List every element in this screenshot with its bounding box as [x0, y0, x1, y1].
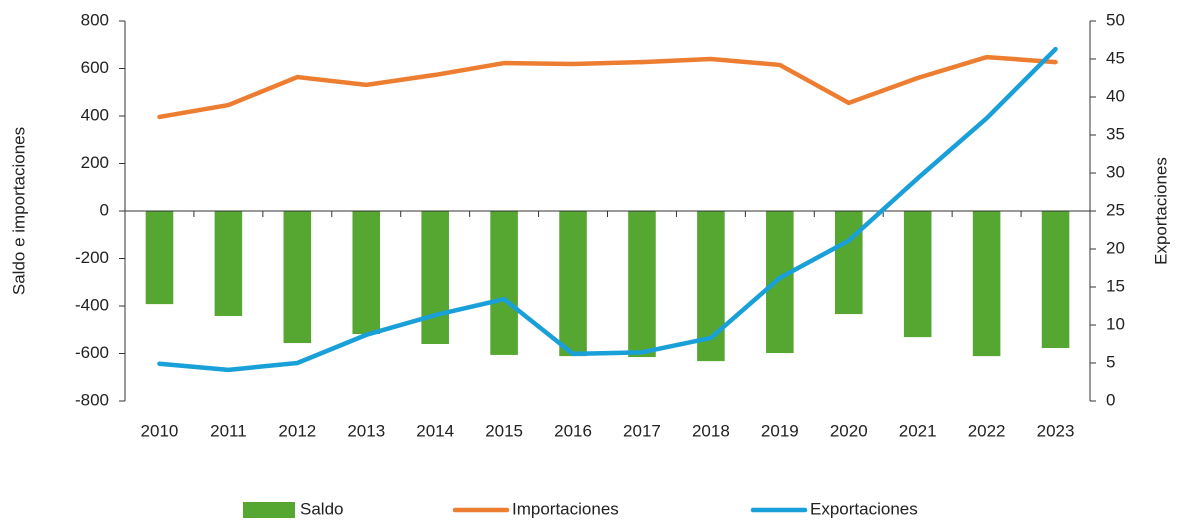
x-tick-label: 2018 [692, 421, 730, 440]
bar [352, 211, 381, 335]
y2-tick-label: 20 [1106, 238, 1125, 257]
y-tick-label: -800 [75, 390, 109, 409]
bar [834, 211, 863, 315]
legend-label: Saldo [300, 499, 343, 518]
y-tick-label: 600 [81, 58, 109, 77]
y2-tick-label: 30 [1106, 162, 1125, 181]
y-axis-title: Saldo e importaciones [9, 127, 28, 295]
bar [559, 211, 587, 357]
y2-tick-label: 40 [1106, 86, 1125, 105]
bar [1041, 211, 1070, 349]
y2-tick-label: 0 [1106, 390, 1115, 409]
y2-tick-label: 10 [1106, 314, 1125, 333]
y-tick-label: 800 [81, 10, 109, 29]
y2-tick-label: 5 [1106, 352, 1115, 371]
legend-swatch [243, 502, 295, 518]
y-tick-label: 0 [100, 200, 109, 219]
x-tick-label: 2012 [278, 421, 316, 440]
x-tick-label: 2011 [210, 421, 247, 440]
y2-tick-label: 35 [1106, 124, 1125, 143]
x-tick-label: 2021 [899, 421, 937, 440]
line [157, 54, 1058, 120]
legend-label: Importaciones [512, 499, 619, 518]
bar [903, 211, 932, 338]
bar [214, 211, 243, 316]
line [157, 46, 1058, 373]
bar [145, 211, 174, 305]
x-tick-label: 2017 [623, 421, 661, 440]
x-tick-label: 2013 [347, 421, 385, 440]
x-tick-label: 2015 [485, 421, 523, 440]
x-tick-label: 2020 [830, 421, 868, 440]
y2-tick-label: 15 [1106, 276, 1125, 295]
y-tick-label: -400 [75, 295, 109, 314]
x-tick-label: 2016 [554, 421, 592, 440]
x-tick-label: 2014 [416, 421, 454, 440]
bar [283, 211, 312, 344]
y-tick-label: -600 [75, 343, 109, 362]
legend-label: Exportaciones [810, 499, 918, 518]
bar [421, 211, 449, 344]
x-tick-label: 2023 [1037, 421, 1075, 440]
x-tick-label: 2019 [761, 421, 799, 440]
x-tick-label: 2022 [968, 421, 1006, 440]
x-tick-label: 2010 [141, 421, 179, 440]
y2-tick-label: 45 [1106, 48, 1125, 67]
y2-tick-label: 50 [1106, 10, 1125, 29]
bar [766, 211, 794, 354]
y2-axis-title: Exportaciones [1151, 157, 1170, 265]
bar [972, 211, 1001, 357]
bar [490, 211, 518, 355]
bar [628, 211, 656, 358]
y-tick-label: 400 [81, 105, 109, 124]
y2-tick-label: 25 [1106, 200, 1125, 219]
y-tick-label: -200 [75, 248, 109, 267]
y-tick-label: 200 [81, 153, 109, 172]
